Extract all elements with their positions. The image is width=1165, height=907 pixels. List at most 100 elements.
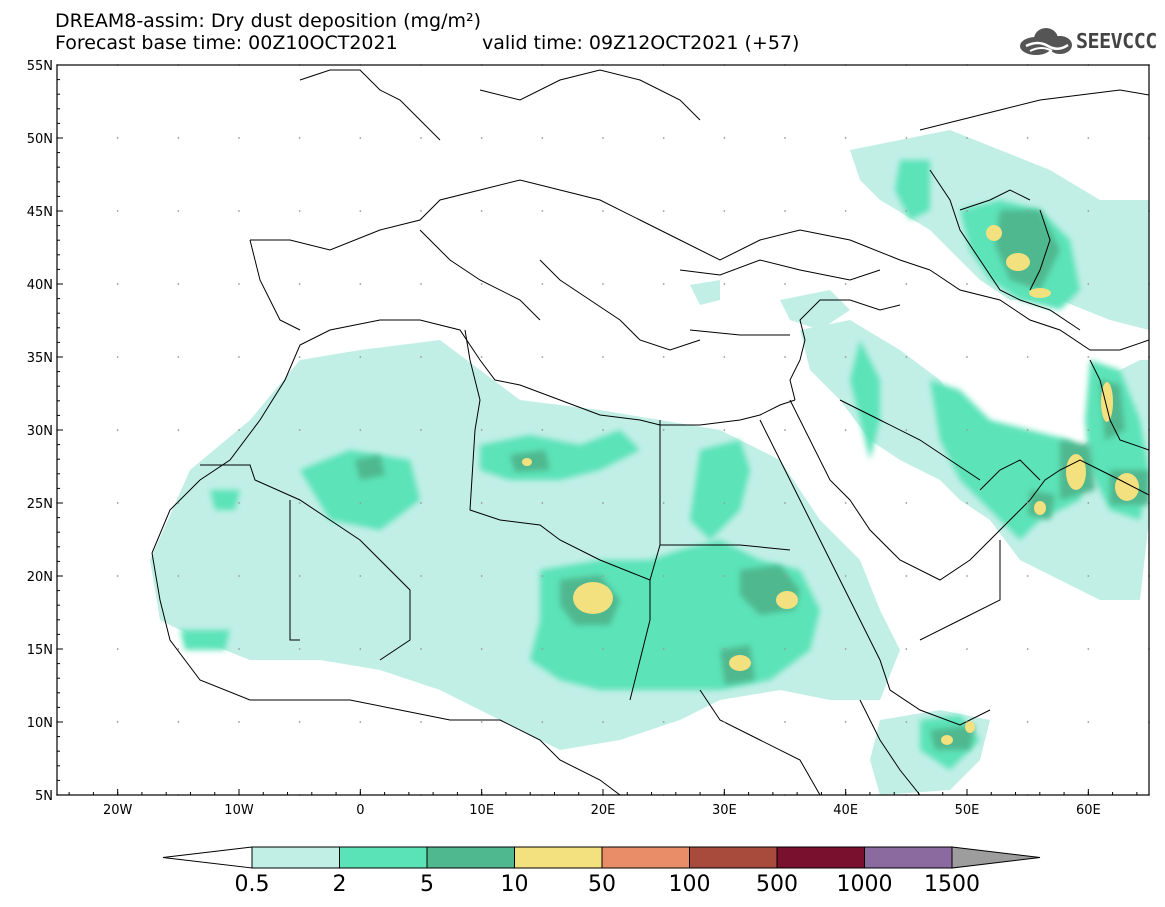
colorbar-label: 500 [756, 872, 798, 897]
colorbar-label: 1000 [837, 872, 893, 897]
grid-dot [723, 648, 726, 650]
grid-dot [541, 648, 544, 650]
grid-dot [177, 502, 180, 504]
grid-dot [116, 356, 119, 358]
grid-dot [480, 283, 483, 285]
grid-dot [784, 721, 786, 723]
grid-dot [541, 283, 544, 285]
grid-dot [784, 502, 786, 504]
colorbar-label: 0.5 [235, 872, 270, 897]
grid-dot [844, 137, 847, 139]
grid-dot [177, 575, 180, 577]
grid-dot [1087, 137, 1090, 139]
grid-dot [723, 575, 726, 577]
grid-dot [602, 648, 604, 650]
grid-dot [723, 721, 726, 723]
cloud-icon [1020, 28, 1072, 55]
grid-dot [784, 210, 786, 212]
grid-dot [662, 648, 665, 650]
grid-dot [602, 356, 604, 358]
grid-dot [298, 429, 301, 431]
colorbar-over-arrow [951, 846, 1041, 869]
colorbar-segment [689, 846, 778, 869]
grid-dot [966, 429, 968, 431]
grid-dot [784, 648, 786, 650]
grid-dot [662, 210, 665, 212]
grid-dot [359, 356, 362, 358]
grid-dot [359, 210, 362, 212]
grid-dot [238, 648, 240, 650]
grid-dot [177, 210, 180, 212]
grid-dot [784, 575, 786, 577]
grid-dot [298, 210, 301, 212]
colorbar-label: 5 [420, 872, 434, 897]
lat-tick-label: 5N [35, 789, 53, 804]
grid-dot [177, 721, 180, 723]
grid-dot [966, 356, 968, 358]
grid-dot [359, 137, 362, 139]
lat-tick-label: 30N [27, 424, 53, 439]
grid-dot [116, 429, 119, 431]
grid-dot [966, 210, 968, 212]
grid-dot [541, 356, 544, 358]
grid-dot [420, 137, 422, 139]
grid-dot [602, 137, 604, 139]
grid-dot [844, 356, 847, 358]
grid-dot [1087, 575, 1090, 577]
seevccc-logo [1016, 24, 1154, 58]
lat-tick-label: 45N [27, 205, 53, 220]
grid-dot [116, 210, 119, 212]
grid-dot [1087, 283, 1090, 285]
grid-dot [905, 137, 908, 139]
grid-dot [480, 429, 483, 431]
grid-dot [238, 575, 240, 577]
grid-dot [662, 137, 665, 139]
colorbar: 0.5 2 5 10 50 100 500 1000 1500 [162, 846, 1041, 897]
grid-dot [420, 648, 422, 650]
latitude-axis: 55N 50N 45N 40N 35N 30N 25N 20N 15N 10N 5N [27, 59, 63, 804]
grid-dot [1087, 502, 1090, 504]
grid-dot [116, 721, 119, 723]
grid-dot [298, 283, 301, 285]
grid-dot [238, 721, 240, 723]
colorbar-segment [426, 846, 515, 869]
valid-time: valid time: 09Z12OCT2021 (+57) [482, 32, 800, 54]
grid-dot [1087, 429, 1090, 431]
grid-dot [1087, 210, 1090, 212]
grid-dot [662, 356, 665, 358]
grid-dot [662, 283, 665, 285]
grid-dot [966, 283, 968, 285]
grid-dot [298, 575, 301, 577]
grid-dot [298, 356, 301, 358]
grid-dot [177, 283, 180, 285]
grid-dot [116, 137, 119, 139]
grid-dot [723, 283, 726, 285]
grid-dot [420, 721, 422, 723]
lon-tick-label: 30E [712, 803, 737, 818]
map-title: DREAM8-assim: Dry dust deposition (mg/m²… [55, 10, 482, 32]
colorbar-label: 100 [669, 872, 711, 897]
grid-dot [480, 356, 483, 358]
lat-tick-label: 40N [27, 278, 53, 293]
lon-tick-label: 20E [591, 803, 616, 818]
grid-dot [116, 502, 119, 504]
grid-dot [602, 429, 604, 431]
lat-tick-label: 10N [27, 716, 53, 731]
grid-dot [541, 210, 544, 212]
grid-dot [784, 137, 786, 139]
lat-tick-label: 20N [27, 570, 53, 585]
grid-dot [723, 210, 726, 212]
colorbar-segment [776, 846, 865, 869]
colorbar-label: 1500 [924, 872, 980, 897]
grid-dot [905, 575, 908, 577]
grid-dot [844, 575, 847, 577]
grid-dot [784, 283, 786, 285]
grid-dot [298, 648, 301, 650]
grid-dot [238, 356, 240, 358]
grid-dot [541, 502, 544, 504]
grid-dot [1026, 575, 1029, 577]
lat-tick-label: 50N [27, 132, 53, 147]
lon-tick-label: 0 [356, 803, 364, 818]
grid-dot [784, 356, 786, 358]
colorbar-label: 10 [501, 872, 529, 897]
